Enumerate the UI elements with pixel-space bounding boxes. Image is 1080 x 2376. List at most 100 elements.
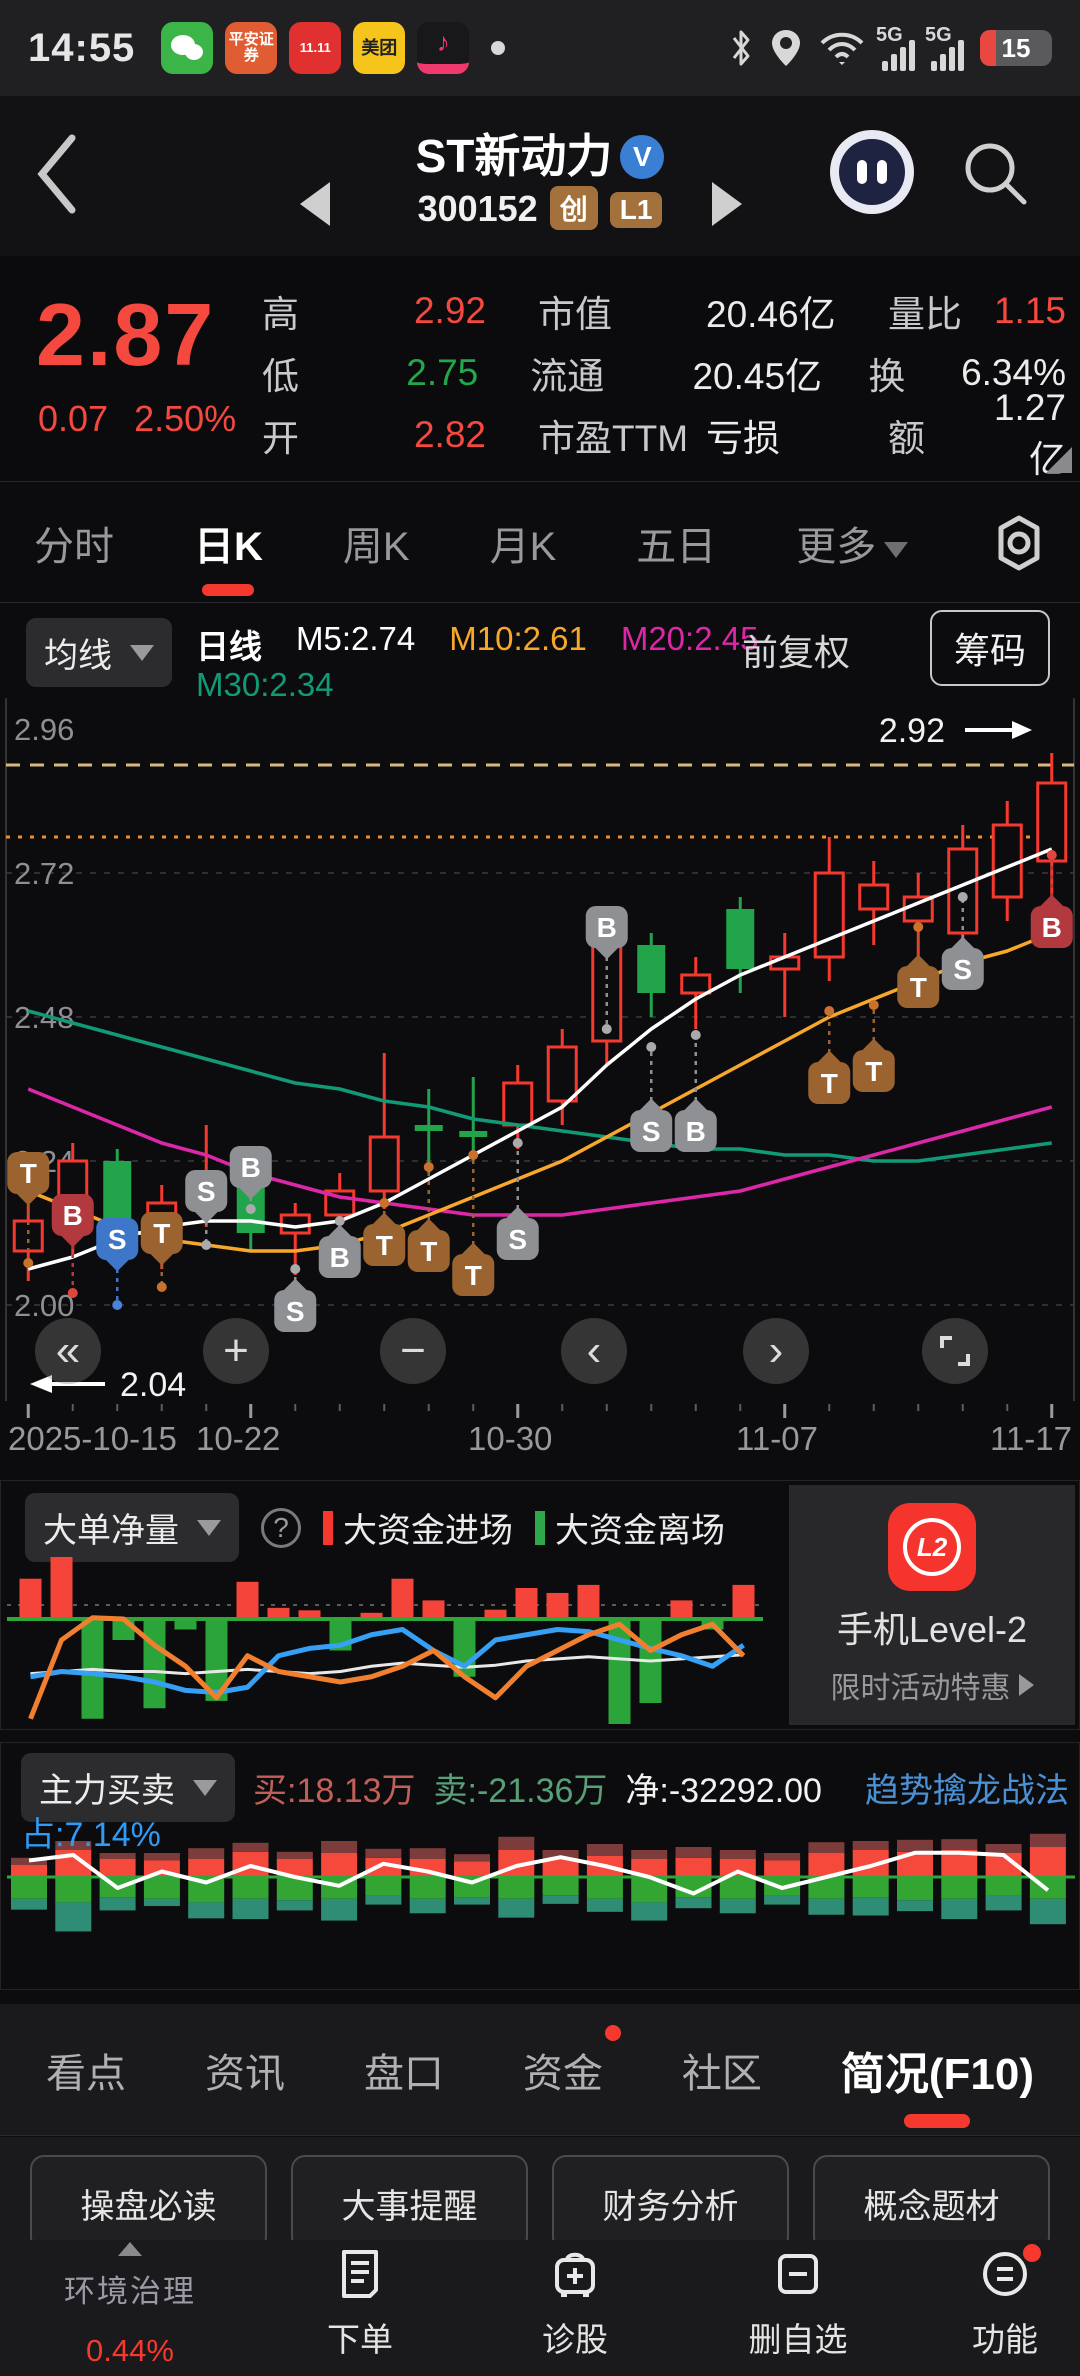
level2-ad[interactable]: L2 手机Level-2 限时活动特惠 bbox=[789, 1485, 1075, 1725]
tab-funds[interactable]: 资金 bbox=[521, 2024, 621, 2113]
axis-date: 11-17 bbox=[990, 1420, 1072, 1457]
pan-left-button[interactable]: ‹ bbox=[561, 1318, 627, 1384]
pan-right-button[interactable]: › bbox=[743, 1318, 809, 1384]
sell-amount: 卖:-21.36万 bbox=[433, 1772, 608, 1810]
sell-bar-dark bbox=[498, 1898, 535, 1918]
remove-watchlist-button[interactable]: 删自选 bbox=[728, 2248, 868, 2361]
diagnose-stock-button[interactable]: 诊股 bbox=[505, 2248, 645, 2361]
signal-dot bbox=[201, 1240, 212, 1250]
quick-buttons-row: 操盘必读 大事提醒 财务分析 概念题材 bbox=[0, 2137, 1080, 2251]
sell-bar bbox=[143, 1877, 180, 1899]
tab-highlights[interactable]: 看点 bbox=[46, 2051, 126, 2096]
tab-order-book[interactable]: 盘口 bbox=[363, 2051, 444, 2096]
candle-body-up bbox=[12, 1219, 44, 1253]
big-order-pane[interactable]: 大单净量 ? 大资金进场 大资金离场 L2 手机Level-2 限时活动特惠 bbox=[0, 1480, 1080, 1730]
wechat-icon bbox=[161, 22, 214, 74]
signal-dot bbox=[468, 1150, 479, 1160]
back-button[interactable] bbox=[34, 134, 78, 214]
tab-community[interactable]: 社区 bbox=[681, 2051, 762, 2096]
bluetooth-icon bbox=[732, 30, 750, 66]
tab-news[interactable]: 资讯 bbox=[204, 2051, 285, 2096]
market-cap-value: 20.46亿 bbox=[706, 294, 836, 335]
low-value: 2.75 bbox=[406, 352, 479, 393]
tab-monthly-k[interactable]: 月K bbox=[489, 524, 557, 569]
inflow-bar bbox=[236, 1581, 259, 1619]
ma-line-M10 bbox=[27, 931, 1053, 1253]
bottom-action-bar: 环境治理 0.44% 下单 诊股 删自选 功能 bbox=[0, 2240, 1080, 2376]
sell-bar bbox=[55, 1877, 92, 1903]
signal-letter: B bbox=[597, 912, 617, 943]
candle-body-up bbox=[546, 1045, 578, 1103]
signal-badge bbox=[51, 1194, 94, 1236]
concept-themes-button[interactable]: 概念题材 bbox=[813, 2155, 1050, 2251]
buy-bar-dark bbox=[55, 1841, 92, 1850]
concept-tag-column[interactable]: 环境治理 0.44% bbox=[40, 2242, 220, 2369]
signal-badge bbox=[630, 1110, 673, 1152]
sell-bar bbox=[498, 1877, 535, 1899]
float-cap-value: 20.45亿 bbox=[692, 356, 823, 397]
search-button[interactable] bbox=[960, 138, 1032, 210]
ai-assistant-button[interactable] bbox=[830, 130, 914, 214]
tab-daily-k[interactable]: 日K bbox=[190, 496, 267, 596]
buy-bar-dark bbox=[409, 1848, 446, 1859]
signal-badge bbox=[318, 1236, 361, 1278]
candle-body-up bbox=[502, 1081, 534, 1127]
strategy-link[interactable]: 趋势擒龙战法 bbox=[865, 1772, 1069, 1810]
next-stock-button[interactable] bbox=[712, 182, 742, 226]
indicator-selector-chip[interactable]: 主力买卖 bbox=[21, 1753, 235, 1822]
high-value: 2.92 bbox=[413, 290, 486, 331]
place-order-button[interactable]: 下单 bbox=[290, 2248, 430, 2361]
indicator-selector-chip[interactable]: 大单净量 bbox=[25, 1493, 239, 1562]
trading-guide-button[interactable]: 操盘必读 bbox=[30, 2155, 267, 2251]
signal-letter: B bbox=[330, 1242, 350, 1273]
signal-letter: B bbox=[63, 1200, 83, 1231]
battery-level: 15 bbox=[1001, 32, 1031, 63]
adjust-mode-label[interactable]: 前复权 bbox=[741, 632, 850, 673]
current-price: 2.87 bbox=[36, 285, 216, 384]
tab-minute[interactable]: 分时 bbox=[34, 524, 114, 569]
tab-profile-f10[interactable]: 简况(F10) bbox=[839, 2024, 1036, 2128]
signal-badge bbox=[808, 1062, 851, 1104]
kline-chart[interactable]: 2.962.722.482.242.00TBSTSBSBTTTSBSBTTTSB… bbox=[0, 696, 1080, 1466]
zoom-out-button[interactable]: − bbox=[380, 1318, 446, 1384]
signal-letter: T bbox=[376, 1230, 393, 1261]
buy-bar bbox=[719, 1859, 756, 1877]
buy-bar-dark bbox=[143, 1853, 180, 1861]
tab-weekly-k[interactable]: 周K bbox=[342, 524, 410, 569]
buy-bar-dark bbox=[454, 1854, 490, 1862]
fullscreen-button[interactable] bbox=[922, 1318, 988, 1384]
level2-icon: L2 bbox=[888, 1503, 976, 1591]
pe-value: 亏损 bbox=[706, 418, 780, 459]
x-axis-labels: 2025-10-15 10-22 10-30 11-07 11-17 bbox=[0, 1420, 1080, 1464]
inflow-bar bbox=[577, 1584, 600, 1619]
status-bar: 14:55 平安证券 11.11 美团 ♪ 5G 5G 15 bbox=[0, 0, 1080, 96]
tab-more[interactable]: 更多 bbox=[792, 496, 912, 590]
sell-bar bbox=[808, 1877, 845, 1899]
volume-ratio-value: 1.15 bbox=[993, 290, 1066, 331]
signal-badge bbox=[140, 1212, 183, 1254]
chart-settings-icon[interactable] bbox=[988, 512, 1050, 574]
fast-backward-button[interactable]: « bbox=[35, 1318, 101, 1384]
sell-bar-dark bbox=[631, 1902, 668, 1921]
major-events-button[interactable]: 大事提醒 bbox=[291, 2155, 528, 2251]
functions-button[interactable]: 功能 bbox=[935, 2244, 1075, 2361]
help-icon[interactable]: ? bbox=[261, 1507, 301, 1548]
main-force-pane[interactable]: 主力买卖 买:18.13万 卖:-21.36万 净:-32292.00 趋势擒龙… bbox=[0, 1742, 1080, 1990]
chevron-right-icon bbox=[1018, 1674, 1034, 1696]
sell-bar-dark bbox=[276, 1900, 313, 1911]
expand-quote-icon[interactable] bbox=[1046, 447, 1072, 473]
financial-analysis-button[interactable]: 财务分析 bbox=[552, 2155, 789, 2251]
signal-5g-icon-2: 5G bbox=[925, 24, 964, 71]
prev-stock-button[interactable] bbox=[300, 182, 330, 226]
y-axis-label: 2.96 bbox=[14, 712, 74, 747]
signal-dot bbox=[112, 1300, 123, 1310]
chip-distribution-button[interactable]: 筹码 bbox=[929, 610, 1050, 686]
quote-panel[interactable]: 2.87 0.07 2.50% 高 2.92 市值 20.46亿 量比 1.15 低 2.… bbox=[0, 256, 1080, 482]
candle-body-down bbox=[414, 1125, 443, 1131]
ma-selector-chip[interactable]: 均线 bbox=[26, 618, 172, 687]
buy-bar-dark bbox=[631, 1850, 668, 1859]
tab-five-day[interactable]: 五日 bbox=[636, 524, 717, 569]
zoom-in-button[interactable]: + bbox=[203, 1318, 269, 1384]
ma-period-label: 日线 bbox=[196, 628, 262, 665]
